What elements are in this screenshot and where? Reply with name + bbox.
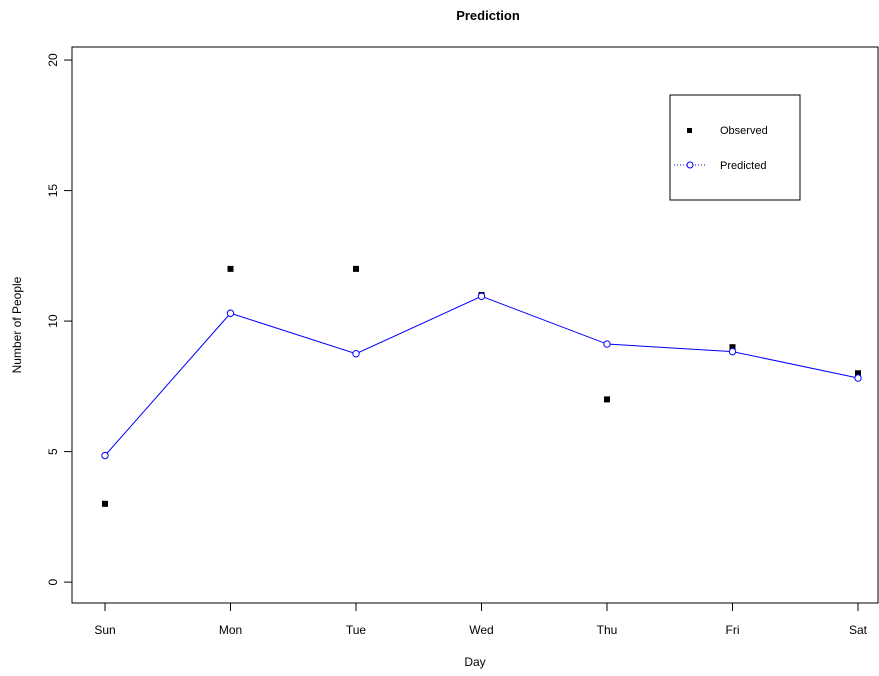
x-axis-label: Day [464, 655, 485, 669]
observed-point [855, 370, 861, 377]
legend-box [669, 94, 801, 201]
y-axis: 0 5 10 15 20 [46, 53, 73, 585]
x-tick-label: Fri [726, 623, 740, 637]
legend-predicted-marker [686, 161, 694, 169]
series-layer [101, 265, 862, 507]
y-axis-label: Number of People [10, 276, 24, 373]
x-tick-label: Tue [346, 623, 367, 637]
x-tick-label: Wed [469, 623, 493, 637]
observed-point [729, 344, 736, 351]
chart-title: Prediction [456, 8, 520, 23]
legend-observed-label: Observed [720, 125, 768, 137]
y-tick-label: 20 [46, 53, 60, 67]
predicted-point [728, 347, 737, 356]
predicted-point [854, 374, 862, 382]
legend-predicted-label: Predicted [720, 160, 766, 172]
predicted-point [477, 292, 486, 300]
predicted-point [101, 451, 109, 460]
x-tick-label: Mon [219, 623, 242, 637]
observed-point [102, 500, 108, 507]
predicted-point [352, 350, 360, 358]
x-tick-label: Thu [597, 623, 618, 637]
predicted-point [226, 309, 235, 317]
x-tick-label: Sun [94, 623, 115, 637]
observed-point [604, 396, 610, 403]
observed-point [227, 265, 234, 272]
legend-observed-marker [687, 128, 692, 133]
predicted-point [603, 340, 611, 348]
x-tick-label: Sat [849, 623, 868, 637]
x-axis: Sun Mon Tue Wed Thu Fri Sat [94, 602, 868, 637]
legend: Observed Predicted [669, 94, 801, 201]
y-tick-label: 0 [46, 578, 60, 585]
y-tick-label: 5 [46, 448, 60, 455]
y-tick-label: 15 [46, 184, 60, 198]
y-tick-label: 10 [46, 314, 60, 328]
predicted-line [104, 295, 859, 456]
observed-point [353, 265, 359, 272]
